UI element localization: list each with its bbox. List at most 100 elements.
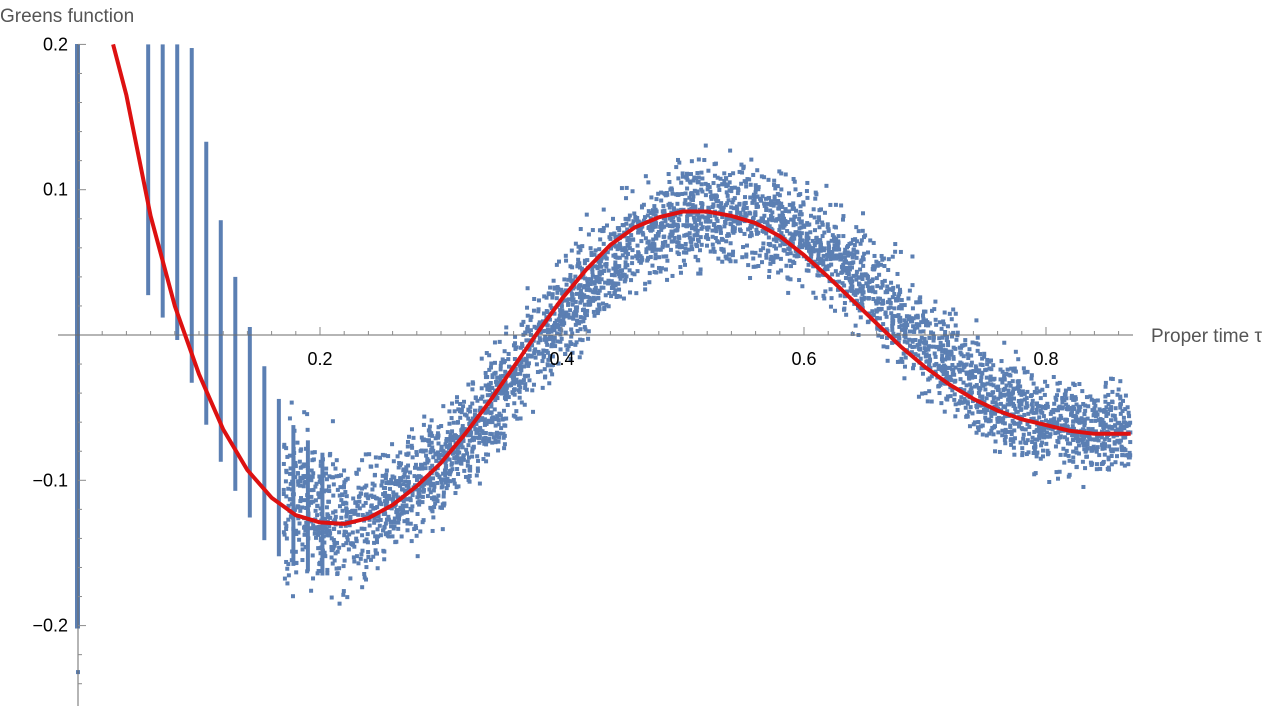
scatter-point	[288, 471, 293, 476]
scatter-point	[1002, 373, 1007, 378]
scatter-point	[1010, 418, 1015, 423]
scatter-point	[343, 500, 348, 505]
scatter-point	[1069, 393, 1074, 398]
scatter-point	[765, 223, 770, 228]
scatter-point	[311, 457, 316, 462]
scatter-point	[854, 277, 859, 282]
scatter-point	[525, 286, 530, 291]
scatter-point	[645, 246, 650, 251]
scatter-point	[869, 279, 874, 284]
scatter-point	[661, 243, 666, 248]
scatter-point	[842, 283, 847, 288]
scatter-point	[939, 326, 944, 331]
scatter-point	[707, 185, 712, 190]
scatter-point	[1042, 432, 1047, 437]
scatter-point	[1029, 416, 1034, 421]
scatter-point	[931, 331, 936, 336]
scatter-point	[1007, 381, 1012, 386]
scatter-point	[735, 221, 740, 226]
scatter-point	[431, 515, 436, 520]
scatter-point	[959, 361, 964, 366]
scatter-point	[294, 570, 299, 575]
scatter-point	[875, 284, 880, 289]
scatter-point	[716, 199, 721, 204]
scatter-point	[374, 496, 379, 501]
scatter-point	[604, 261, 609, 266]
scatter-point	[460, 424, 465, 429]
scatter-point	[828, 202, 833, 207]
scatter-point	[899, 306, 904, 311]
scatter-point	[470, 401, 475, 406]
scatter-point	[362, 575, 367, 580]
scatter-point	[776, 236, 781, 241]
scatter-point	[424, 453, 429, 458]
scatter-point	[609, 246, 614, 251]
scatter-point	[748, 195, 753, 200]
scatter-point	[361, 503, 366, 508]
scatter-point	[695, 237, 700, 242]
scatter-point	[536, 340, 541, 345]
scatter-point	[502, 416, 507, 421]
scatter-point	[574, 308, 579, 313]
scatter-point	[306, 508, 311, 513]
scatter-point	[681, 250, 686, 255]
scatter-point	[1011, 396, 1016, 401]
scatter-point	[765, 220, 770, 225]
scatter-point	[363, 558, 368, 563]
scatter-point	[309, 468, 314, 473]
scatter-point	[1040, 387, 1045, 392]
scatter-point	[323, 471, 328, 476]
scatter-point	[565, 312, 570, 317]
scatter-point	[840, 217, 845, 222]
scatter-point	[792, 236, 797, 241]
scatter-point	[854, 225, 859, 230]
scatter-point	[669, 229, 674, 234]
scatter-point	[352, 544, 357, 549]
scatter-point	[891, 331, 896, 336]
scatter-point	[584, 313, 589, 318]
scatter-point	[762, 213, 767, 218]
scatter-point	[787, 258, 792, 263]
scatter-point	[828, 304, 833, 309]
scatter-point	[302, 524, 307, 529]
scatter-point	[344, 507, 349, 512]
scatter-point	[615, 264, 620, 269]
scatter-point	[1095, 445, 1100, 450]
scatter-point	[643, 287, 648, 292]
scatter-point	[409, 508, 414, 513]
scatter-point	[1098, 466, 1103, 471]
scatter-point	[613, 252, 618, 257]
scatter-point	[909, 350, 914, 355]
scatter-point	[653, 256, 658, 261]
scatter-point	[570, 302, 575, 307]
scatter-point	[579, 350, 584, 355]
scatter-point	[964, 362, 969, 367]
scatter-point	[421, 480, 426, 485]
scatter-point	[552, 335, 557, 340]
scatter-point	[945, 324, 950, 329]
scatter-point	[755, 168, 760, 173]
scatter-point	[948, 394, 953, 399]
scatter-point	[843, 275, 848, 280]
scatter-point	[1086, 426, 1091, 431]
scatter-point	[623, 246, 628, 251]
scatter-point	[467, 473, 472, 478]
scatter-point	[1040, 440, 1045, 445]
scatter-point	[1101, 459, 1106, 464]
scatter-point	[354, 536, 359, 541]
scatter-point	[489, 432, 494, 437]
scatter-point	[648, 228, 653, 233]
scatter-point	[1079, 433, 1084, 438]
scatter-point	[795, 251, 800, 256]
scatter-point	[520, 322, 525, 327]
scatter-point	[1092, 400, 1097, 405]
scatter-point	[445, 476, 450, 481]
scatter-point	[1097, 453, 1102, 458]
scatter-point	[609, 294, 614, 299]
scatter-point	[886, 306, 891, 311]
scatter-point	[625, 238, 630, 243]
scatter-point	[723, 182, 728, 187]
scatter-point	[507, 364, 512, 369]
scatter-point	[1035, 450, 1040, 455]
scatter-point	[941, 343, 946, 348]
